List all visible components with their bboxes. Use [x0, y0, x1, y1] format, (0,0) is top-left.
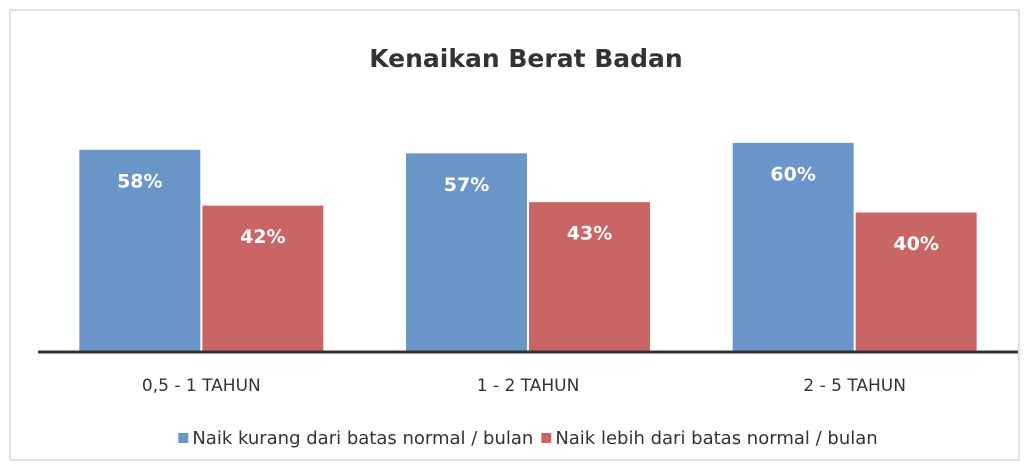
- legend-swatch: [541, 433, 552, 443]
- legend-label: Naik lebih dari batas normal / bulan: [555, 428, 877, 449]
- x-tick-label: 1 - 2 TAHUN: [477, 376, 580, 396]
- data-label: 42%: [240, 226, 285, 248]
- legend-label: Naik kurang dari batas normal / bulan: [192, 428, 533, 449]
- chart-title: Kenaikan Berat Badan: [369, 44, 682, 73]
- x-tick-label: 0,5 - 1 TAHUN: [142, 376, 261, 396]
- bar: [855, 212, 977, 352]
- data-label: 43%: [567, 223, 612, 245]
- data-label: 57%: [444, 174, 489, 196]
- x-tick-label: 2 - 5 TAHUN: [803, 376, 906, 396]
- bar: [79, 149, 201, 352]
- bar: [529, 202, 650, 352]
- legend-swatch: [178, 433, 189, 443]
- data-label: 58%: [117, 170, 162, 192]
- data-label: 40%: [893, 233, 938, 255]
- data-label: 60%: [770, 163, 815, 185]
- bar: [732, 142, 854, 352]
- bar: [202, 205, 324, 352]
- bar: [406, 153, 527, 352]
